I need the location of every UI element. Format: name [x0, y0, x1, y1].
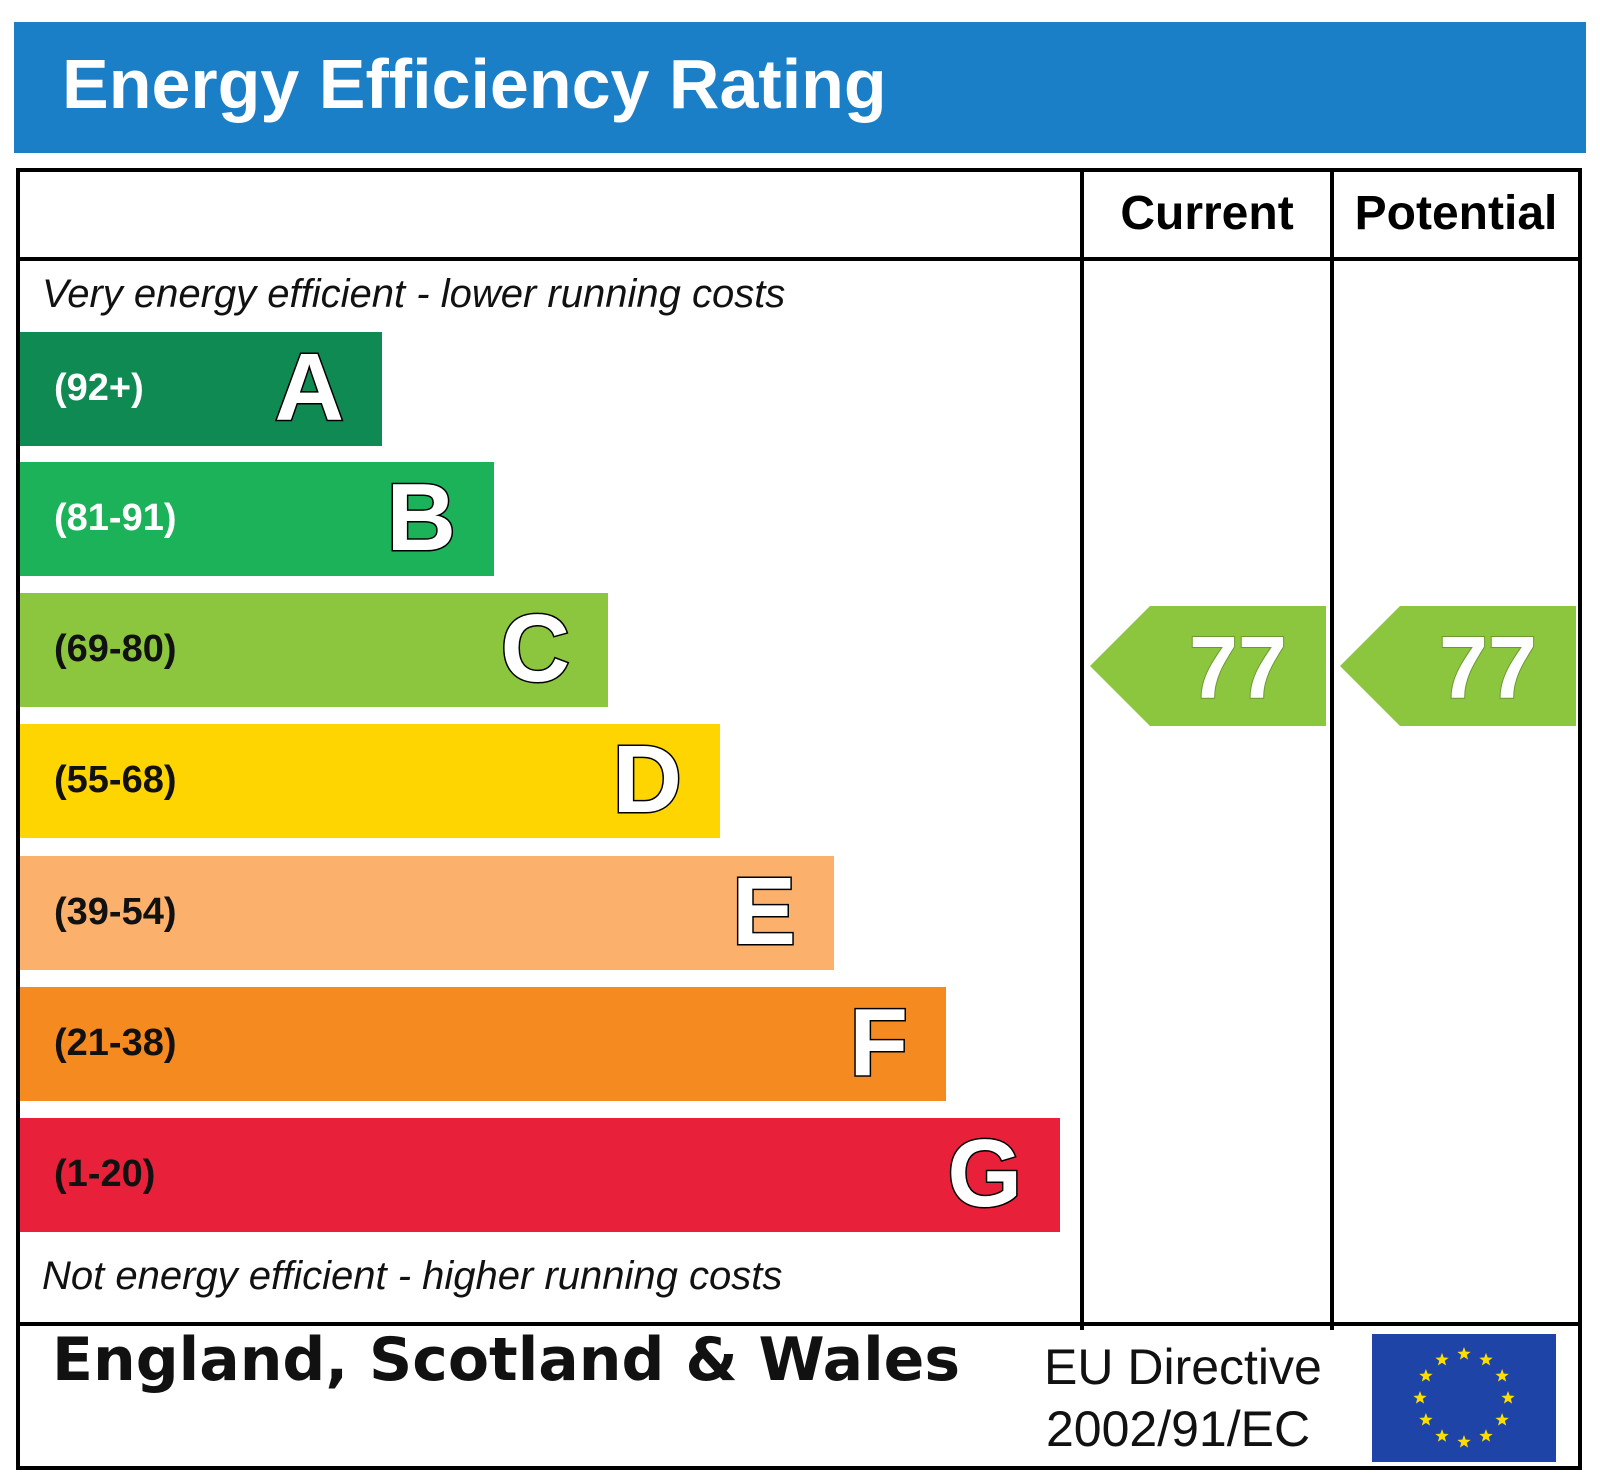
band-letter: G	[946, 1120, 1024, 1227]
current-column-header: Current	[1120, 187, 1294, 240]
eu-star-icon	[1435, 1352, 1449, 1366]
rating-band-b: (81-91) B	[20, 462, 494, 576]
eu-star-icon	[1495, 1413, 1509, 1426]
potential-rating-arrow	[1340, 606, 1576, 726]
band-range-label: (69-80)	[54, 628, 177, 670]
band-letter: D	[611, 726, 683, 833]
band-range-label: (81-91)	[54, 497, 177, 539]
potential-arrow-shape	[1340, 606, 1576, 726]
current-rating-arrow	[1090, 606, 1326, 726]
top-caption: Very energy efficient - lower running co…	[42, 272, 786, 316]
rating-band-g: (1-20) G	[20, 1118, 1060, 1232]
potential-rating-value: 77	[1438, 618, 1538, 717]
rating-band-f: (21-38) F	[20, 987, 946, 1101]
band-letter: A	[273, 334, 345, 441]
rating-table	[16, 168, 1582, 1470]
eu-directive-line2: 2002/91/EC	[1046, 1401, 1311, 1457]
eu-star-icon	[1501, 1391, 1515, 1404]
eu-star-icon	[1413, 1391, 1427, 1404]
footer-divider	[16, 1322, 1582, 1326]
header-row-divider	[16, 257, 1582, 261]
bottom-caption: Not energy efficient - higher running co…	[42, 1254, 783, 1298]
eu-flag-stars	[1413, 1347, 1515, 1448]
current-rating-value: 77	[1188, 618, 1288, 717]
band-range-label: (1-20)	[54, 1153, 156, 1195]
band-range-label: (21-38)	[54, 1022, 177, 1064]
current-column-divider	[1080, 168, 1084, 1330]
rating-band-e: (39-54) E	[20, 856, 834, 970]
eu-star-icon	[1479, 1352, 1493, 1366]
page-title: Energy Efficiency Rating	[62, 45, 887, 123]
eu-flag-icon	[1372, 1334, 1556, 1462]
rating-band-d: (55-68) D	[20, 724, 720, 838]
rating-band-a: (92+) A	[20, 332, 382, 446]
rating-band-c: (69-80) C	[20, 593, 608, 707]
eu-star-icon	[1479, 1429, 1493, 1442]
current-arrow-shape	[1090, 606, 1326, 726]
band-range-label: (92+)	[54, 367, 144, 409]
eu-star-icon	[1419, 1413, 1433, 1426]
eu-star-icon	[1435, 1429, 1449, 1442]
band-range-label: (55-68)	[54, 759, 177, 801]
potential-column-header: Potential	[1354, 187, 1558, 240]
potential-column-divider	[1330, 168, 1334, 1330]
band-letter: F	[848, 989, 910, 1096]
eu-star-icon	[1457, 1435, 1471, 1448]
eu-star-icon	[1457, 1347, 1471, 1360]
footer-country: England, Scotland & Wales	[52, 1325, 961, 1395]
band-letter: B	[385, 464, 457, 571]
eu-directive-line1: EU Directive	[1044, 1339, 1322, 1395]
band-letter: C	[499, 595, 571, 702]
eu-star-icon	[1495, 1369, 1509, 1382]
eu-star-icon	[1419, 1369, 1433, 1382]
title-bar: Energy Efficiency Rating	[14, 22, 1586, 153]
band-letter: E	[730, 858, 797, 965]
band-range-label: (39-54)	[54, 891, 177, 933]
